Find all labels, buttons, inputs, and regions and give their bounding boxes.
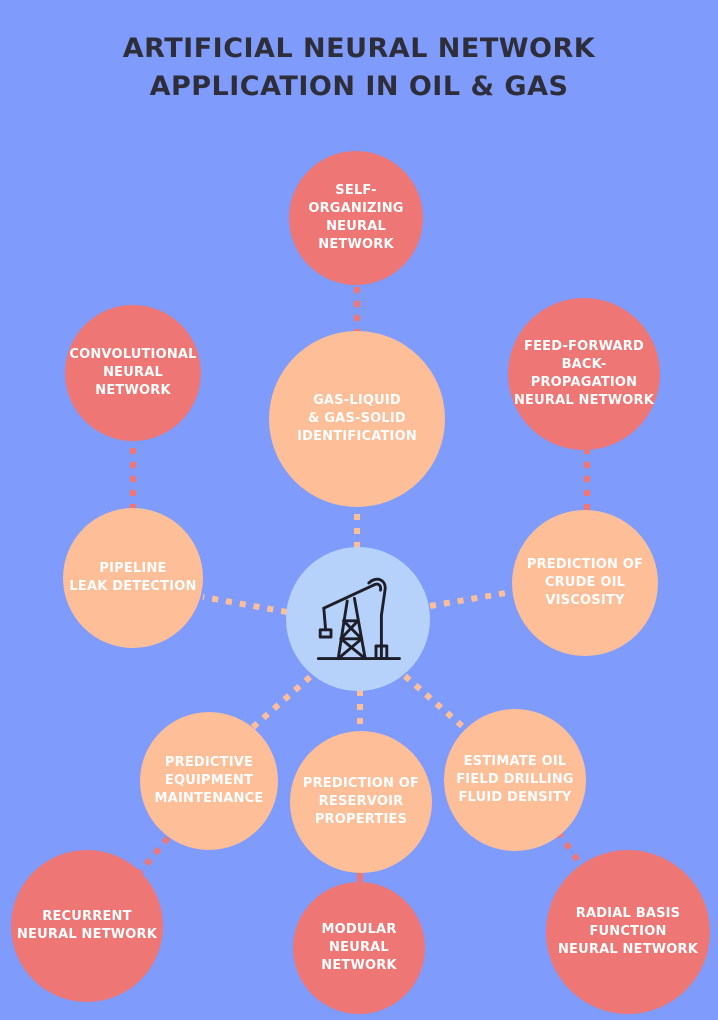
node-label-line: RECURRENT — [42, 909, 132, 924]
node-convolutional-neural-network: CONVOLUTIONAL NEURAL NETWORK — [65, 305, 201, 441]
node-label-line: FIELD DRILLING — [456, 772, 574, 787]
link-center-drilling — [403, 673, 464, 729]
node-drilling-fluid-density: ESTIMATE OIL FIELD DRILLING FLUID DENSITY — [444, 709, 586, 851]
node-label-line: MODULAR — [321, 922, 397, 937]
node-label-line: NEURAL — [329, 940, 389, 955]
node-label-line: NEURAL NETWORK — [513, 393, 655, 408]
link-maintenance-recurrent — [137, 836, 171, 874]
node-label-line: FLUID DENSITY — [458, 790, 572, 805]
link-drilling-radial-basis — [555, 830, 586, 870]
node-label-line: RESERVOIR — [318, 794, 404, 809]
node-pipeline-leak-detection: PIPELINE LEAK DETECTION — [63, 508, 203, 648]
node-label-line: NEURAL NETWORK — [95, 365, 171, 398]
node-label-line: FEED-FORWARD — [523, 339, 645, 354]
title-line-2: APPLICATION IN OIL & GAS — [149, 71, 569, 102]
node-label-line: BACK-PROPAGATION — [530, 357, 638, 390]
node-label-line: GAS-LIQUID — [313, 393, 401, 408]
node-predictive-equipment-maintenance: PREDICTIVE EQUIPMENT MAINTENANCE — [140, 712, 278, 850]
node-label-line: NEURAL NETWORK — [557, 942, 699, 957]
node-label-line: SELF-ORGANIZING — [308, 183, 404, 216]
node-crude-oil-viscosity: PREDICTION OF CRUDE OIL VISCOSITY — [512, 510, 658, 656]
node-gas-liquid-identification: GAS-LIQUID & GAS-SOLID IDENTIFICATION — [269, 331, 445, 507]
node-label-line: & GAS-SOLID — [308, 411, 406, 426]
node-feed-forward-neural-network: FEED-FORWARD BACK-PROPAGATION NEURAL NETWO… — [508, 298, 660, 450]
node-label-line: PIPELINE — [99, 561, 167, 576]
node-label-line: NEURAL NETWORK — [318, 219, 394, 252]
node-label-line: CONVOLUTIONAL — [69, 347, 197, 362]
node-label-line: LEAK DETECTION — [69, 579, 197, 594]
oil-pump-jack-icon — [316, 577, 401, 661]
center-hub — [286, 547, 430, 691]
node-label-line: VISCOSITY — [545, 593, 625, 608]
node-label-line: NEURAL NETWORK — [16, 927, 158, 942]
link-center-pipeline — [202, 594, 288, 615]
node-label-line: PREDICTION OF — [302, 776, 420, 791]
node-recurrent-neural-network: RECURRENT NEURAL NETWORK — [11, 850, 163, 1002]
link-center-viscosity — [429, 589, 513, 609]
link-center-maintenance — [250, 674, 312, 731]
node-label-line: PREDICTIVE — [164, 755, 254, 770]
node-label-line: IDENTIFICATION — [297, 429, 417, 444]
node-self-organizing-neural-network: SELF-ORGANIZING NEURAL NETWORK — [289, 151, 423, 285]
node-label-line: ESTIMATE OIL — [463, 754, 567, 769]
node-label-line: EQUIPMENT — [164, 773, 254, 788]
node-label-line: PROPERTIES — [314, 812, 408, 827]
node-label-line: RADIAL BASIS — [575, 906, 681, 921]
node-label-line: PREDICTION OF — [526, 557, 644, 572]
node-label-line: CRUDE OIL — [544, 575, 626, 590]
title-line-1: ARTIFICIAL NEURAL NETWORK — [122, 33, 596, 64]
node-label-line: NETWORK — [321, 958, 397, 973]
page-title: ARTIFICIAL NEURAL NETWORK APPLICATION IN… — [0, 30, 718, 106]
node-reservoir-properties: PREDICTION OF RESERVOIR PROPERTIES — [290, 731, 432, 873]
node-label-line: FUNCTION — [589, 924, 667, 939]
node-modular-neural-network: MODULAR NEURAL NETWORK — [293, 882, 425, 1014]
node-radial-basis-function-neural-network: RADIAL BASIS FUNCTION NEURAL NETWORK — [546, 850, 710, 1014]
node-label-line: MAINTENANCE — [154, 791, 264, 806]
